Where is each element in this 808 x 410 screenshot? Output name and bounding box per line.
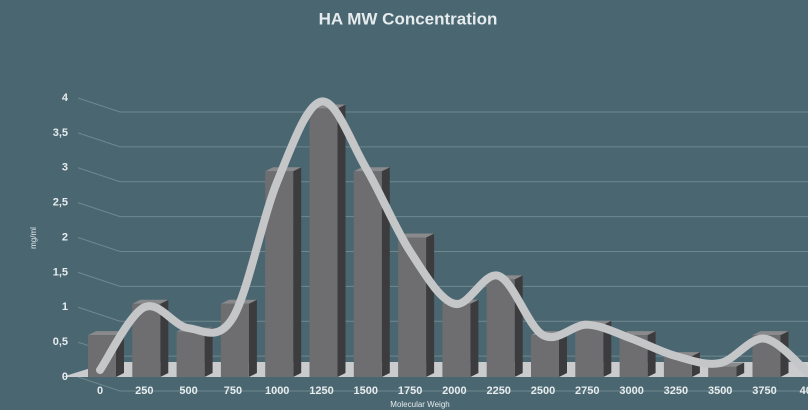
x-tick-label: 2000 (442, 385, 466, 397)
grid-line (77, 132, 808, 148)
bar-side (204, 327, 213, 377)
x-tick-label: 400 (800, 385, 808, 397)
bar (486, 279, 515, 377)
grid-line (77, 306, 808, 322)
bar-top (88, 331, 124, 336)
bar-side (293, 167, 302, 377)
grid-line (77, 271, 808, 287)
bar-side (559, 331, 567, 377)
y-tick-label: 3 (62, 162, 68, 174)
x-axis-label: Molecular Weigh (390, 400, 449, 409)
y-tick-label: 2 (62, 231, 68, 243)
x-tick-label: 750 (224, 385, 242, 397)
bar (353, 171, 382, 377)
x-tick-label: 1750 (398, 385, 422, 397)
y-tick-label: 3,5 (53, 127, 68, 139)
x-tick-label: 3500 (708, 385, 732, 397)
bar-side (647, 331, 656, 377)
x-tick-label: 2750 (575, 385, 599, 397)
y-tick-label: 2,5 (53, 197, 68, 209)
grid-line (77, 202, 808, 218)
x-tick-label: 3000 (619, 385, 643, 397)
y-axis-label: mg/ml (29, 227, 38, 249)
x-tick-label: 0 (97, 385, 103, 397)
grid-line (77, 376, 808, 392)
bar-side (381, 167, 390, 377)
grid-line (77, 167, 808, 183)
bar (309, 108, 338, 378)
y-tick-label: 0 (62, 371, 68, 383)
bar-top (132, 299, 169, 304)
y-tick-label: 4 (62, 92, 69, 104)
grid-line (77, 237, 808, 252)
bar-side (470, 299, 479, 377)
x-tick-label: 3750 (752, 385, 776, 397)
x-tick-label: 3250 (664, 385, 688, 397)
x-tick-label: 1250 (309, 385, 333, 397)
chart-title: HA MW Concentration (319, 9, 498, 28)
bar-side (248, 299, 257, 377)
bar (442, 303, 471, 377)
x-tick-label: 1000 (265, 385, 289, 397)
bar (176, 331, 205, 377)
bar (708, 366, 737, 377)
y-tick-label: 1,5 (53, 266, 68, 278)
y-tick-label: 1 (62, 301, 68, 313)
bar-top (752, 331, 789, 336)
line (96, 97, 808, 378)
bar (531, 335, 559, 377)
x-tick-label: 250 (135, 385, 153, 397)
x-tick-label: 1500 (354, 385, 378, 397)
bar-side (603, 320, 612, 377)
bar-side (426, 233, 435, 377)
bar (575, 324, 604, 377)
grid-line (77, 97, 808, 113)
bar-side (736, 362, 745, 377)
x-tick-label: 2500 (531, 385, 555, 397)
x-tick-label: 2250 (486, 385, 510, 397)
x-tick-label: 500 (179, 385, 197, 397)
bar-side (337, 104, 346, 378)
bar-top (398, 233, 435, 238)
y-tick-label: 0,5 (53, 336, 68, 348)
